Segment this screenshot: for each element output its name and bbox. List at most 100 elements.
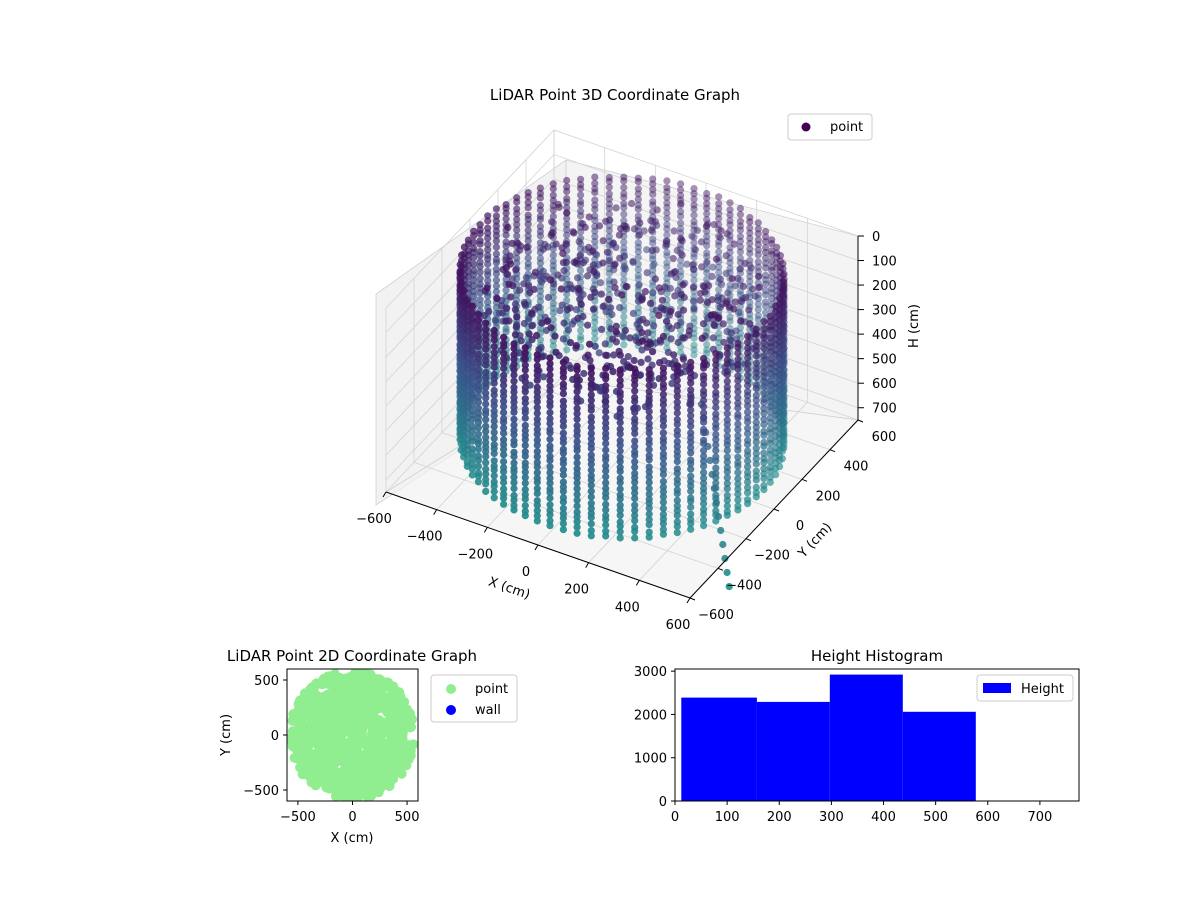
data-point-3d <box>631 437 639 445</box>
data-point-3d <box>591 318 599 326</box>
data-point-3d <box>503 304 511 312</box>
data-point-3d <box>521 349 529 357</box>
data-point-3d <box>468 368 476 376</box>
data-point-3d <box>670 227 678 235</box>
data-point-3d <box>468 331 476 339</box>
data-point-3d <box>687 487 695 495</box>
data-point-3d <box>723 496 731 504</box>
data-point-3d <box>744 371 752 379</box>
data-point-3d <box>490 422 498 431</box>
data-point-3d <box>484 234 492 242</box>
data-point-3d <box>620 319 628 327</box>
data-point-3d <box>574 314 582 322</box>
data-point-3d <box>700 510 708 518</box>
data-point-3d <box>510 506 518 514</box>
y-tick-label-3d: 0 <box>796 519 804 534</box>
data-point-3d <box>762 254 770 262</box>
histogram-bar <box>902 711 976 801</box>
data-point-3d <box>482 487 490 495</box>
data-point-2d <box>325 737 335 748</box>
data-point-3d <box>521 408 529 417</box>
data-point-3d <box>524 193 532 201</box>
data-point-3d <box>591 205 599 213</box>
data-point-3d <box>500 485 508 493</box>
data-point-3d <box>512 266 520 274</box>
data-point-3d <box>663 214 671 223</box>
data-point-3d <box>546 354 554 362</box>
data-point-3d <box>698 238 706 246</box>
data-point-3d <box>521 452 529 460</box>
legend-3d: point <box>787 113 873 141</box>
data-point-3d <box>474 472 482 480</box>
data-point-3d <box>474 398 482 406</box>
data-point-3d <box>610 278 618 286</box>
data-point-3d <box>587 499 595 507</box>
data-point-3d <box>551 332 559 340</box>
data-point-3d <box>643 319 651 327</box>
data-point-3d <box>607 325 615 333</box>
data-point-3d <box>760 334 768 342</box>
z-tick-label-3d: 100 <box>872 255 897 270</box>
data-point-3d <box>723 511 731 519</box>
data-point-3d <box>687 472 695 480</box>
data-point-3d <box>513 198 521 206</box>
x-tick-label-histogram: 100 <box>715 810 740 825</box>
data-point-3d <box>620 177 628 185</box>
data-point-3d <box>715 200 723 208</box>
data-point-3d <box>631 484 639 492</box>
data-point-3d <box>591 329 599 337</box>
data-point-3d <box>663 289 671 297</box>
data-point-3d <box>616 397 624 405</box>
data-point-3d <box>546 479 554 487</box>
data-point-3d <box>533 371 541 379</box>
data-point-3d <box>492 217 500 225</box>
data-point-2d <box>327 696 338 707</box>
data-point-3d <box>563 209 571 217</box>
data-point-3d <box>563 311 571 319</box>
data-point-3d <box>609 335 617 343</box>
data-point-3d <box>521 502 529 510</box>
data-point-3d <box>591 216 599 224</box>
data-point-3d <box>746 229 754 237</box>
data-point-3d <box>711 322 719 330</box>
data-point-3d <box>744 344 752 352</box>
data-point-3d <box>546 360 554 368</box>
data-point-3d <box>474 327 482 335</box>
data-point-3d <box>649 282 657 290</box>
data-point-3d <box>512 323 520 331</box>
data-point-3d <box>591 188 599 196</box>
data-point-3d <box>591 288 599 297</box>
data-point-3d <box>492 205 500 213</box>
data-point-3d <box>500 424 508 432</box>
data-point-3d <box>563 226 571 234</box>
data-point-2d <box>362 791 372 801</box>
data-point-3d <box>737 317 745 325</box>
data-point-3d <box>591 335 599 343</box>
data-point-3d <box>663 188 671 196</box>
data-point-3d <box>484 255 492 263</box>
data-point-3d <box>524 254 532 262</box>
data-point-3d <box>673 480 681 488</box>
data-point-3d <box>616 511 624 519</box>
data-point-2d <box>328 778 339 789</box>
data-point-3d <box>476 268 484 276</box>
data-point-3d <box>503 270 512 278</box>
data-point-3d <box>715 215 723 223</box>
data-point-3d <box>772 318 780 326</box>
data-point-3d <box>492 259 500 267</box>
data-point-3d <box>674 310 682 319</box>
data-point-3d <box>605 190 613 198</box>
data-point-3d <box>616 447 624 455</box>
data-point-3d <box>696 296 704 304</box>
data-point-2d <box>335 780 346 791</box>
data-point-3d <box>752 325 760 333</box>
data-point-3d <box>559 466 568 474</box>
data-point-3d <box>703 194 711 202</box>
data-point-3d <box>760 474 768 483</box>
data-point-3d <box>626 334 634 342</box>
data-point-3d <box>687 503 695 511</box>
data-point-3d <box>602 217 610 225</box>
legend-2d-marker-wall <box>446 705 456 715</box>
data-point-3d <box>559 487 568 495</box>
data-point-3d <box>602 494 610 502</box>
